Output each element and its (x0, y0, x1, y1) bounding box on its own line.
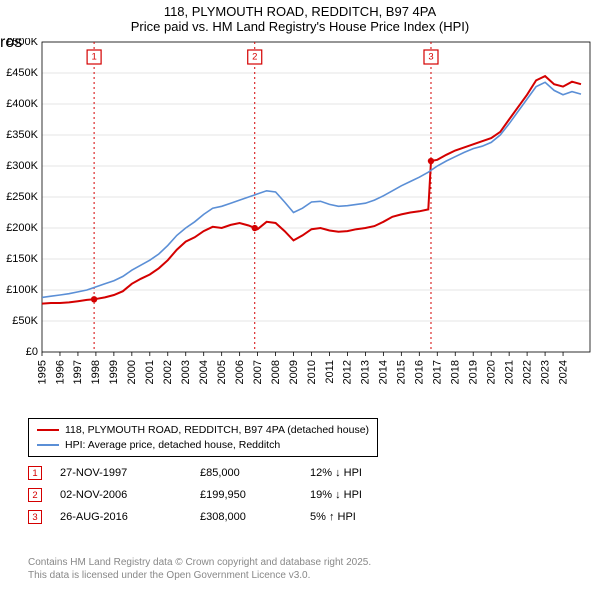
svg-text:2022: 2022 (521, 360, 533, 384)
sales-row: 1 27-NOV-1997 £85,000 12% ↓ HPI (28, 462, 410, 484)
svg-text:2014: 2014 (378, 360, 390, 384)
svg-text:1998: 1998 (90, 360, 102, 384)
svg-text:2001: 2001 (144, 360, 156, 384)
svg-text:£200K: £200K (6, 222, 38, 234)
svg-text:2011: 2011 (324, 360, 336, 384)
title-line1: 118, PLYMOUTH ROAD, REDDITCH, B97 4PA (0, 4, 600, 19)
svg-text:£350K: £350K (6, 129, 38, 141)
sales-row: 3 26-AUG-2016 £308,000 5% ↑ HPI (28, 506, 410, 528)
sale-marker-icon: 2 (28, 488, 42, 502)
sale-date: 26-AUG-2016 (60, 511, 200, 523)
svg-text:2006: 2006 (234, 360, 246, 384)
sale-date: 02-NOV-2006 (60, 489, 200, 501)
footer: Contains HM Land Registry data © Crown c… (28, 556, 371, 582)
title-line2: Price paid vs. HM Land Registry's House … (0, 19, 600, 34)
legend-item: 118, PLYMOUTH ROAD, REDDITCH, B97 4PA (d… (37, 423, 369, 438)
svg-text:2017: 2017 (432, 360, 444, 384)
sale-marker-icon: 3 (28, 510, 42, 524)
svg-text:1: 1 (91, 52, 96, 63)
footer-line1: Contains HM Land Registry data © Crown c… (28, 556, 371, 569)
sale-date: 27-NOV-1997 (60, 467, 200, 479)
svg-text:2007: 2007 (252, 360, 264, 384)
footer-line2: This data is licensed under the Open Gov… (28, 569, 371, 582)
svg-text:2015: 2015 (396, 360, 408, 384)
svg-text:2024: 2024 (557, 360, 569, 384)
svg-text:2016: 2016 (414, 360, 426, 384)
chart-area: £0 £50K £100K £150K £200K £250K £300K £350K £400… (0, 38, 600, 408)
legend-item: HPI: Average price, detached house, Redd… (37, 438, 369, 453)
sales-row: 2 02-NOV-2006 £199,950 19% ↓ HPI (28, 484, 410, 506)
svg-text:£300K: £300K (6, 160, 38, 172)
svg-text:2013: 2013 (360, 360, 372, 384)
svg-text:2018: 2018 (450, 360, 462, 384)
legend-swatch (37, 429, 59, 431)
svg-text:£500K: £500K (6, 38, 38, 48)
svg-text:£450K: £450K (6, 67, 38, 79)
svg-text:2005: 2005 (216, 360, 228, 384)
sale-diff: 19% ↓ HPI (310, 489, 410, 501)
svg-text:1995: 1995 (36, 360, 48, 384)
svg-text:£400K: £400K (6, 98, 38, 110)
svg-text:2019: 2019 (468, 360, 480, 384)
svg-text:1999: 1999 (108, 360, 120, 384)
legend: 118, PLYMOUTH ROAD, REDDITCH, B97 4PA (d… (28, 418, 378, 457)
svg-text:2000: 2000 (126, 360, 138, 384)
svg-text:2023: 2023 (539, 360, 551, 384)
svg-text:1997: 1997 (72, 360, 84, 384)
svg-text:2004: 2004 (198, 360, 210, 384)
svg-text:2010: 2010 (306, 360, 318, 384)
chart-title: 118, PLYMOUTH ROAD, REDDITCH, B97 4PA Pr… (0, 0, 600, 34)
legend-swatch (37, 444, 59, 446)
svg-text:£0: £0 (26, 346, 38, 358)
svg-text:2: 2 (252, 52, 257, 63)
svg-text:3: 3 (428, 52, 433, 63)
svg-text:1996: 1996 (54, 360, 66, 384)
svg-text:£250K: £250K (6, 191, 38, 203)
sale-marker-icon: 1 (28, 466, 42, 480)
svg-text:2020: 2020 (485, 360, 497, 384)
legend-label: HPI: Average price, detached house, Redd… (65, 438, 280, 453)
sales-table: 1 27-NOV-1997 £85,000 12% ↓ HPI 2 02-NOV… (28, 462, 410, 528)
sale-price: £199,950 (200, 489, 310, 501)
svg-text:£50K: £50K (12, 315, 38, 327)
svg-text:2002: 2002 (162, 360, 174, 384)
svg-text:2009: 2009 (288, 360, 300, 384)
legend-label: 118, PLYMOUTH ROAD, REDDITCH, B97 4PA (d… (65, 423, 369, 438)
svg-text:2003: 2003 (180, 360, 192, 384)
sale-price: £308,000 (200, 511, 310, 523)
svg-text:2008: 2008 (270, 360, 282, 384)
svg-text:2021: 2021 (503, 360, 515, 384)
sale-diff: 12% ↓ HPI (310, 467, 410, 479)
svg-text:£100K: £100K (6, 284, 38, 296)
svg-text:£150K: £150K (6, 253, 38, 265)
svg-text:2012: 2012 (342, 360, 354, 384)
sale-diff: 5% ↑ HPI (310, 511, 410, 523)
sale-price: £85,000 (200, 467, 310, 479)
line-chart-svg: £0 £50K £100K £150K £200K £250K £300K £350K £400… (0, 38, 600, 408)
